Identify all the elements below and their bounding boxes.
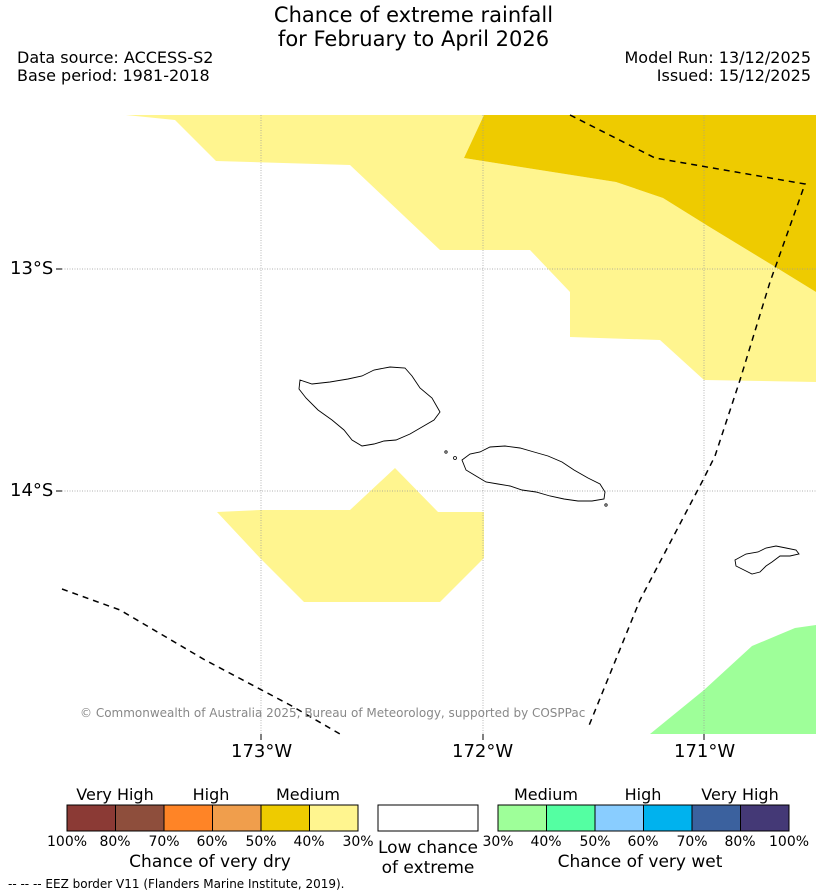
dry-tick: 70% (148, 834, 180, 850)
medium-dry-region-north (126, 115, 816, 382)
wet-swatch-70-80 (691, 804, 741, 832)
map-title-line1: Chance of extreme rainfall (273, 3, 554, 27)
map-title-line2: for February to April 2026 (277, 27, 550, 51)
wet-tick: 40% (530, 834, 562, 850)
dry-colorbar (66, 804, 359, 832)
dry-category-very-high: Very High (76, 785, 154, 804)
wet-legend-title: Chance of very wet (557, 852, 723, 872)
wet-swatch-40-50 (546, 804, 596, 832)
dry-tick: 100% (47, 834, 88, 850)
wet-swatch-80-100 (740, 804, 790, 832)
issued-date: Issued: 15/12/2025 (656, 66, 811, 85)
dry-swatch-70-60 (163, 804, 213, 832)
dry-tick: 50% (245, 834, 277, 850)
wet-category-medium: Medium (514, 785, 578, 804)
dry-tick: 80% (99, 834, 131, 850)
lat-label-14s: 14°S (10, 480, 54, 501)
dry-tick: 40% (293, 834, 325, 850)
neutral-legend-line2: of extreme (381, 858, 475, 878)
medium-high-dry-region-northeast (464, 115, 816, 292)
tutuila-island (734, 545, 800, 575)
wet-swatch-60-70 (643, 804, 693, 832)
wet-swatch-50-60 (594, 804, 644, 832)
model-run: Model Run: 13/12/2025 (624, 48, 812, 67)
wet-tick: 60% (627, 834, 659, 850)
upolu-island (461, 445, 606, 502)
wet-tick: 80% (724, 834, 756, 850)
apolima-island (453, 456, 457, 460)
data-source: Data source: ACCESS-S2 (17, 48, 214, 67)
eez-footnote: -- -- -- EEZ border V11 (Flanders Marine… (8, 877, 345, 891)
medium-wet-region-southeast (650, 625, 816, 734)
lat-label-13s: 13°S (10, 258, 54, 279)
medium-dry-region-south (217, 468, 484, 602)
dry-tick: 60% (196, 834, 228, 850)
graticule (62, 115, 816, 734)
dry-category-medium: Medium (276, 785, 340, 804)
dry-swatch-60-50 (212, 804, 262, 832)
eez-border (61, 114, 807, 735)
dry-swatch-50-40 (260, 804, 310, 832)
wet-tick: 30% (482, 834, 514, 850)
dry-tick: 30% (342, 834, 374, 850)
dry-legend-title: Chance of very dry (129, 852, 291, 872)
wet-tick: 100% (769, 834, 810, 850)
savaii-island (298, 366, 441, 447)
neutral-legend-line1: Low chance (378, 838, 478, 858)
lon-label-171w: 171°W (674, 741, 736, 762)
islet (604, 503, 608, 507)
wet-tick: 70% (676, 834, 708, 850)
wet-tick: 50% (579, 834, 611, 850)
dry-swatch-100-80 (66, 804, 116, 832)
base-period: Base period: 1981-2018 (17, 66, 210, 85)
dry-category-high: High (192, 785, 230, 804)
manono-island (444, 450, 448, 454)
wet-category-very-high: Very High (701, 785, 779, 804)
axis-ticks (56, 268, 705, 740)
neutral-swatch (377, 804, 479, 832)
wet-swatch-30-40 (497, 804, 547, 832)
wet-category-high: High (624, 785, 662, 804)
wet-colorbar (497, 804, 790, 832)
lon-label-173w: 173°W (231, 741, 293, 762)
lon-label-172w: 172°W (452, 741, 514, 762)
dry-swatch-40-30 (309, 804, 359, 832)
dry-swatch-80-70 (115, 804, 165, 832)
copyright-text: © Commonwealth of Australia 2025, Bureau… (80, 706, 586, 720)
